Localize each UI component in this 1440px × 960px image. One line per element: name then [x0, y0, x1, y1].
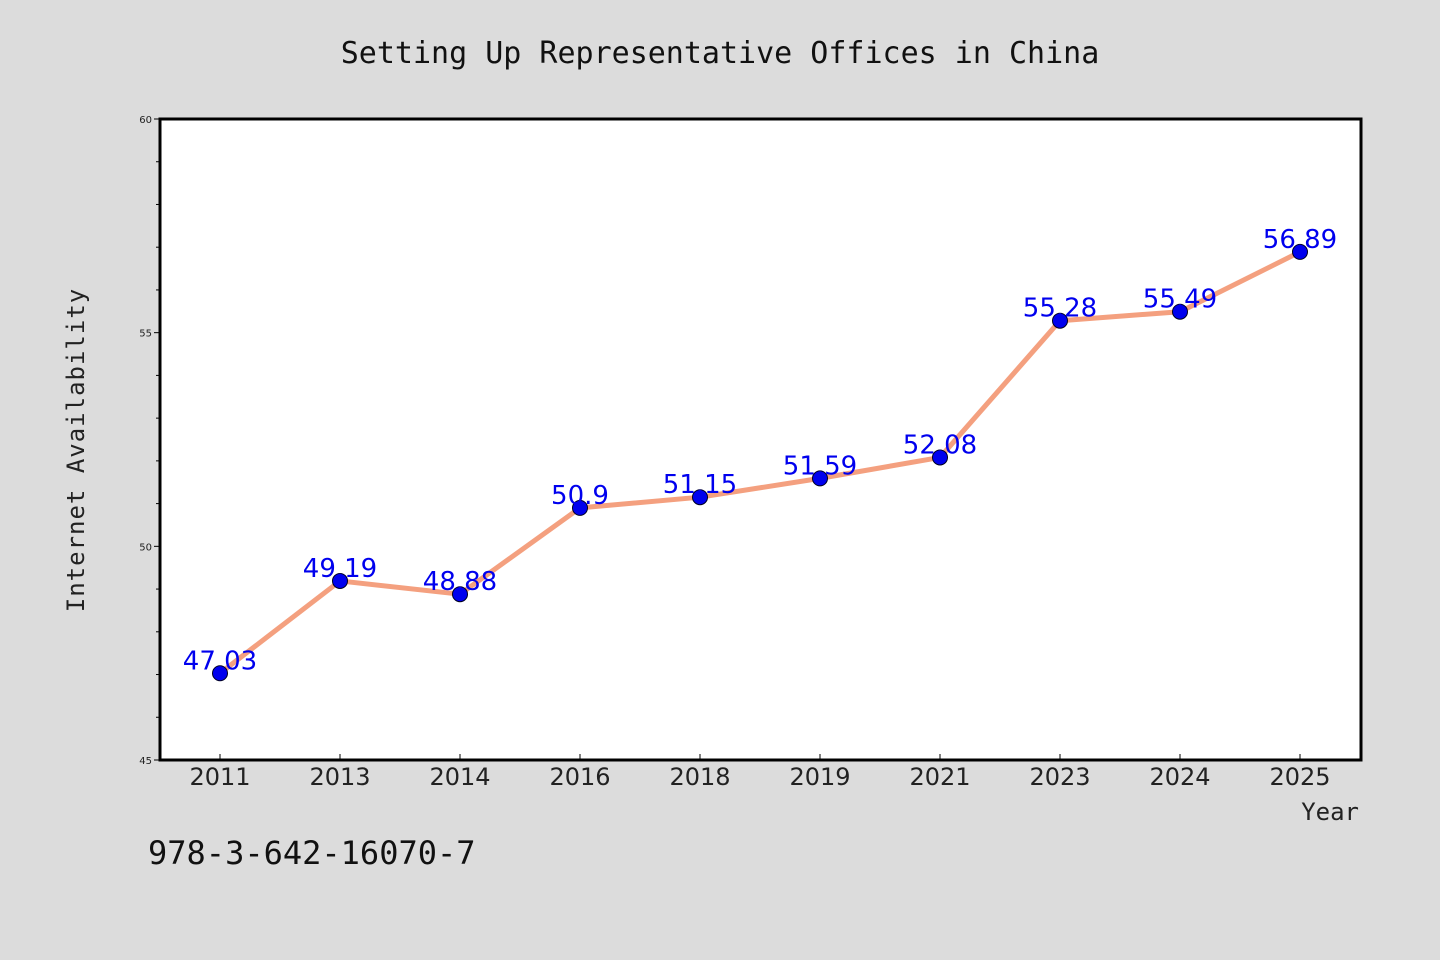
isbn-annotation: 978-3-642-16070-7 [148, 834, 476, 872]
series-line [217, 249, 1303, 676]
x-axis: 2011 2013 2014 2016 2018 2019 2021 2023 2024 2025 [189, 754, 1331, 791]
data-point [452, 586, 468, 603]
x-tick-label: 2021 [909, 763, 970, 791]
data-point [692, 489, 708, 506]
x-tick-label: 2025 [1269, 763, 1330, 791]
x-tick-label: 2013 [309, 763, 370, 791]
data-label: 52.08 [903, 430, 977, 460]
y-tick-label: 55 [139, 329, 152, 340]
y-axis-label: Internet Availability [62, 288, 90, 612]
data-point [812, 470, 828, 487]
data-label: 48.88 [423, 567, 497, 597]
series-layer: 47.03 49.19 48.88 50.9 51.15 51.59 52.08 55.28 5… [183, 225, 1337, 682]
x-tick-label: 2014 [429, 763, 490, 791]
data-point [1052, 312, 1068, 329]
data-label: 55.49 [1143, 285, 1217, 315]
data-label: 51.59 [783, 451, 857, 481]
data-label: 47.03 [183, 646, 257, 676]
x-tick-label: 2011 [189, 763, 250, 791]
y-tick-label: 50 [139, 542, 152, 553]
plot-area [158, 117, 1363, 762]
x-tick-label: 2023 [1029, 763, 1090, 791]
chart-title: Setting Up Representative Offices in Chi… [341, 36, 1100, 71]
data-point [1292, 243, 1308, 260]
data-label: 56.89 [1263, 225, 1337, 255]
data-point [212, 665, 228, 682]
y-axis: 45 50 55 60 [139, 115, 160, 767]
data-label: 51.15 [663, 470, 737, 500]
x-tick-label: 2024 [1149, 763, 1210, 791]
data-point [332, 572, 348, 589]
data-point [932, 449, 948, 466]
y-tick-label: 60 [139, 115, 152, 126]
x-axis-label: Year [1301, 798, 1359, 826]
x-tick-label: 2018 [669, 763, 730, 791]
x-tick-label: 2019 [789, 763, 850, 791]
data-point [572, 499, 588, 516]
y-tick-label: 45 [139, 756, 152, 767]
data-label: 49.19 [303, 554, 377, 584]
data-point [1172, 303, 1188, 320]
data-label: 50.9 [551, 481, 609, 511]
x-tick-label: 2016 [549, 763, 610, 791]
data-label: 55.28 [1023, 294, 1097, 324]
